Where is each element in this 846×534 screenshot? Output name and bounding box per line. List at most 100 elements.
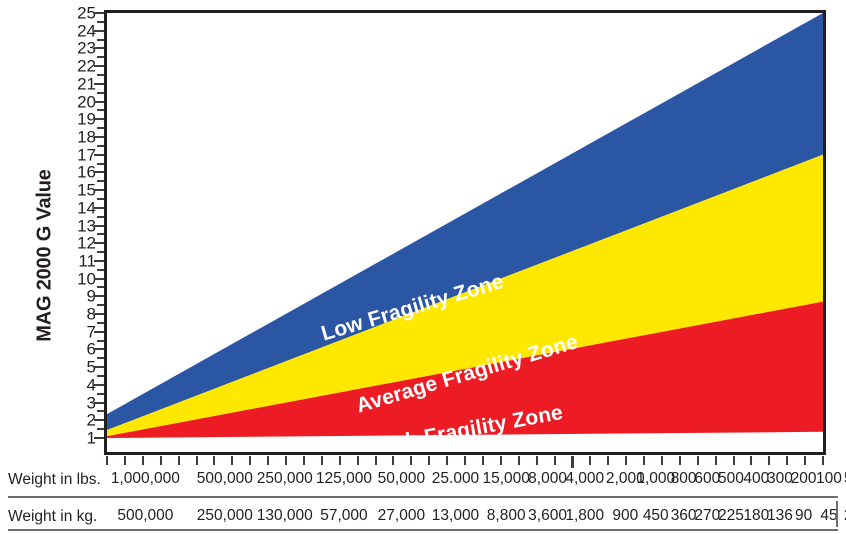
- y-axis-major-tick: [94, 383, 105, 386]
- table-end-tick: [836, 501, 838, 527]
- y-axis-tick-labels: 25 24 23 22 21 20 19 18 17 16 15 14 13 12 11 10 9 8 7 6 5 4 3 2…: [58, 0, 96, 464]
- average-fragility-zone-band: [107, 154, 823, 437]
- x-axis-minor-tick: [177, 456, 180, 465]
- y-axis-major-tick: [94, 153, 105, 156]
- y-axis-minor-tick: [97, 375, 105, 378]
- y-axis-minor-tick: [97, 321, 105, 324]
- x-axis-minor-tick: [231, 456, 234, 465]
- x-axis-minor-tick: [338, 456, 341, 465]
- x-axis-minor-tick: [195, 456, 198, 465]
- y-axis-major-tick: [94, 206, 105, 209]
- weight-kg-value: 90: [795, 507, 813, 524]
- weight-kg-value: 45: [820, 507, 838, 524]
- x-axis-minor-tick: [643, 456, 645, 465]
- y-axis-minor-tick: [97, 215, 105, 218]
- weight-kg-value: 8,800: [486, 507, 526, 524]
- y-axis-major-tick: [94, 348, 105, 351]
- y-axis-major-tick: [94, 330, 105, 333]
- x-axis-minor-tick: [822, 456, 824, 465]
- y-axis-tick-label: 7: [86, 322, 96, 342]
- x-axis-minor-tick: [714, 456, 717, 465]
- y-axis-minor-tick: [97, 410, 105, 413]
- fragility-zones-svg: [107, 13, 823, 438]
- y-axis-tick-label: 12: [77, 233, 96, 253]
- weight-kg-value: 130,000: [256, 507, 313, 524]
- y-axis-minor-tick: [97, 180, 105, 183]
- weight-lbs-value: 600: [694, 470, 721, 487]
- y-axis-major-tick: [94, 242, 105, 245]
- weight-kg-value: 225: [718, 507, 744, 524]
- x-axis-minor-tick: [428, 456, 431, 465]
- x-axis-minor-tick: [302, 456, 305, 465]
- weight-lbs-value: 50,000: [377, 470, 426, 487]
- x-axis-minor-tick: [607, 456, 610, 465]
- x-axis-minor-tick: [660, 456, 663, 465]
- y-axis-tick-label: 8: [86, 304, 96, 324]
- weight-lbs-value: 4,000: [565, 470, 605, 487]
- y-axis-tick-label: 14: [77, 198, 96, 218]
- x-axis-minor-tick: [446, 456, 449, 465]
- y-axis-major-tick: [94, 401, 105, 404]
- y-axis-tick-label: 6: [86, 339, 96, 359]
- weight-lbs-value: 2,000: [605, 470, 645, 487]
- weight-lbs-value: 250,000: [256, 470, 313, 487]
- y-axis-minor-tick: [97, 428, 105, 431]
- weight-kg-value: 500,000: [117, 507, 174, 524]
- y-axis-major-tick: [94, 82, 105, 85]
- x-axis-minor-tick: [804, 456, 807, 465]
- y-axis-tick-label: 3: [86, 393, 96, 413]
- x-axis-minor-tick: [141, 456, 144, 465]
- x-axis-minor-tick: [553, 456, 556, 465]
- y-axis-major-tick: [94, 65, 105, 68]
- y-axis-minor-tick: [97, 162, 105, 165]
- y-axis-title-text: MAG 2000 G Value: [33, 168, 56, 342]
- y-axis-major-tick: [94, 437, 105, 439]
- y-axis-tick-label: 5: [86, 357, 96, 377]
- y-axis-minor-tick: [97, 339, 105, 342]
- weight-kg-value: 13,000: [431, 507, 480, 524]
- weight-lbs-value-row: 1,000,000 500,000 250,000 125,000 50,000 25.0…: [0, 471, 846, 493]
- y-axis-tick-label: 10: [77, 269, 96, 289]
- y-axis-tick-label: 22: [77, 56, 96, 76]
- y-axis-minor-tick: [97, 197, 105, 200]
- x-axis-minor-tick: [535, 456, 538, 465]
- weight-kg-value: 57,000: [320, 507, 368, 524]
- y-axis-major-tick: [94, 295, 105, 298]
- x-axis-minor-tick: [320, 456, 323, 465]
- weight-kg-value: 3,600: [528, 507, 567, 524]
- x-axis-minor-tick: [625, 456, 628, 465]
- x-axis-minor-tick: [356, 456, 359, 465]
- y-axis-minor-tick: [97, 304, 105, 307]
- y-axis-ticks: [94, 0, 106, 464]
- y-axis-major-tick: [94, 47, 105, 50]
- y-axis-major-tick: [94, 135, 105, 138]
- table-bottom-rule: [8, 529, 838, 531]
- weight-lbs-value: 50: [844, 471, 846, 487]
- weight-kg-value: 27,000: [377, 507, 426, 524]
- y-axis-minor-tick: [97, 392, 105, 395]
- y-axis-minor-tick: [97, 268, 105, 271]
- y-axis-title: MAG 2000 G Value: [28, 130, 62, 380]
- x-axis-minor-tick: [249, 456, 252, 465]
- y-axis-major-tick: [94, 366, 105, 369]
- x-axis-minor-tick: [678, 456, 681, 465]
- weight-lbs-value: 8,000: [528, 470, 567, 487]
- y-axis-minor-tick: [97, 127, 105, 130]
- y-axis-major-tick: [94, 12, 105, 14]
- weight-kg-row-label: Weight in kg.: [8, 508, 98, 525]
- y-axis-tick-label: 21: [77, 74, 96, 94]
- y-axis-tick-label: 20: [77, 92, 96, 112]
- weight-lbs-value: 300: [767, 470, 793, 487]
- weight-kg-value: 360: [670, 507, 697, 524]
- y-axis-minor-tick: [97, 20, 105, 23]
- weight-lbs-value: 1,000: [636, 470, 676, 487]
- x-axis-ticks: [104, 456, 826, 468]
- x-axis-minor-tick: [374, 456, 377, 465]
- y-axis-tick-label: 17: [77, 145, 96, 165]
- y-axis-minor-tick: [97, 144, 105, 147]
- x-axis-minor-tick: [768, 456, 771, 465]
- x-axis-minor-tick: [285, 456, 287, 465]
- weight-lbs-value: 25.000: [431, 470, 480, 487]
- weight-kg-value: 1,800: [565, 507, 605, 524]
